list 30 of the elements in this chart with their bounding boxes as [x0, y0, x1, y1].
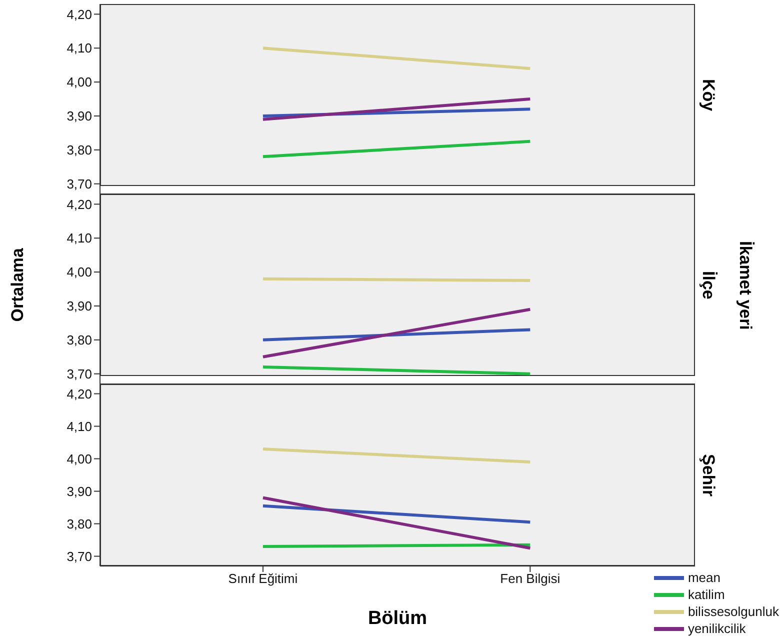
y-tick-label: 4,00	[66, 74, 92, 90]
legend-label: bilissesolgunluk	[688, 604, 779, 619]
legend-label: mean	[688, 570, 720, 585]
y-axis-title: Ortalama	[8, 248, 28, 322]
y-tick-label: 4,10	[66, 230, 92, 246]
y-tick-label: 4,20	[66, 6, 92, 22]
y-tick-label: 4,00	[66, 451, 92, 466]
y-tick-label: 3,80	[66, 142, 92, 158]
y2-axis-title: İlçe	[698, 270, 718, 300]
y-tick-label: 4,10	[66, 418, 92, 434]
y-tick-label: 3,90	[66, 108, 92, 124]
y-tick-label: 4,20	[66, 196, 92, 212]
text: İkamet yeri	[735, 240, 755, 330]
y-tick-label: 3,70	[66, 366, 92, 382]
y-tick-label: 4,20	[66, 386, 92, 402]
y-tick-label: 4,00	[66, 264, 92, 280]
y-tick-label: 3,80	[66, 332, 92, 348]
y2-axis-title: Şehir	[698, 454, 718, 496]
x-axis-title: Bölüm	[368, 608, 428, 629]
y-tick-label: 3,70	[66, 176, 92, 192]
y-tick-label: 3,80	[66, 516, 92, 532]
y-tick-label: 3,70	[66, 548, 92, 564]
x-tick-label: Sınıf Eğitimi	[228, 571, 298, 586]
y-tick-label: 4,10	[66, 40, 92, 56]
x-tick-label: Fen Bilgisi	[500, 571, 560, 586]
legend-label: yenilikcilik	[688, 621, 746, 636]
y2-axis-title: Köy	[698, 78, 718, 112]
y-tick-label: 3,90	[66, 298, 92, 314]
legend-label: katilim	[688, 587, 725, 602]
y-tick-label: 3,90	[66, 484, 92, 499]
